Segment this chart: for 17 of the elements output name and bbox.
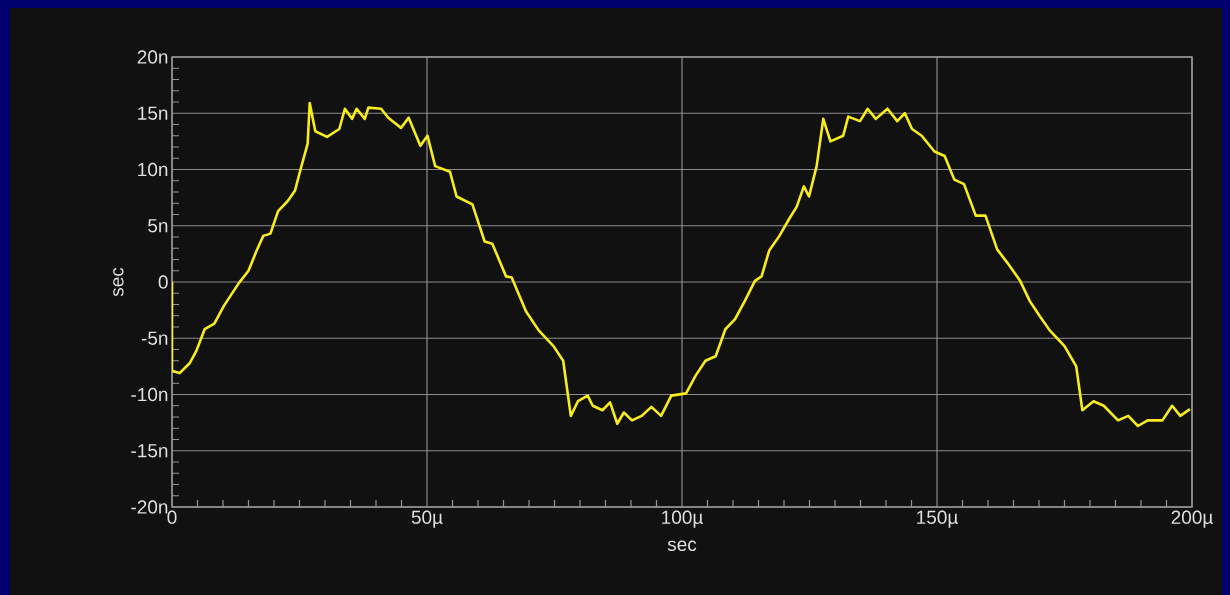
y-tick-label: -15n	[131, 444, 168, 458]
x-tick-label: 150µ	[917, 510, 958, 528]
x-tick-label: 100µ	[662, 510, 703, 528]
line-series	[172, 101, 1192, 428]
x-tick-label: 50µ	[411, 510, 443, 528]
x-tick-label: 200µ	[1171, 510, 1213, 528]
y-tick-label: 10n	[138, 162, 168, 177]
y-tick-label: -10n	[131, 387, 168, 402]
y-tick-label: 5n	[148, 219, 168, 233]
y-tick-label: 15n	[138, 106, 168, 120]
y-tick-label: 20n	[137, 50, 168, 64]
x-tick-label: 0	[167, 510, 177, 524]
y-tick-label: -5n	[141, 331, 168, 345]
y-tick-label: 0	[158, 275, 168, 289]
y-axis-title: sec	[113, 267, 124, 297]
x-axis-title: sec	[667, 540, 697, 552]
y-tick-label: -20n	[131, 500, 168, 514]
